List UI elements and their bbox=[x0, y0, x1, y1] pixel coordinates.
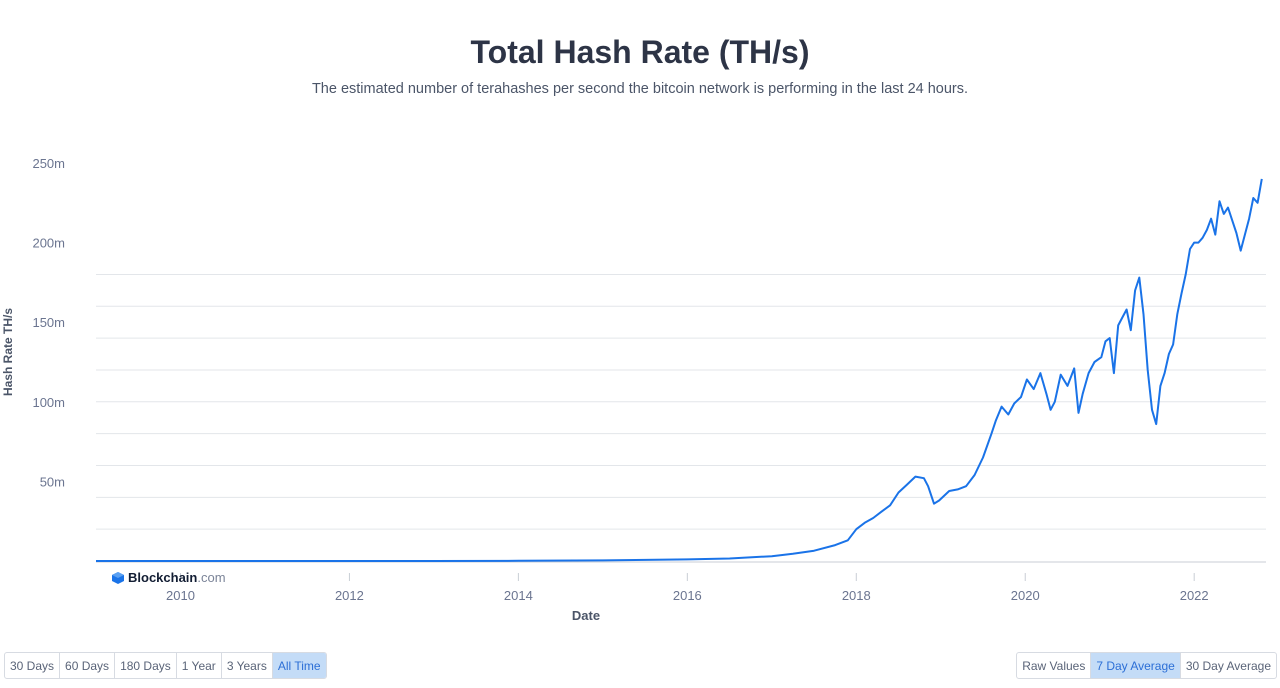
range-1-year-button[interactable]: 1 Year bbox=[177, 653, 222, 678]
x-tick-label: 2014 bbox=[504, 588, 533, 603]
page-subtitle: The estimated number of terahashes per s… bbox=[311, 81, 969, 97]
page-title: Total Hash Rate (TH/s) bbox=[470, 34, 810, 70]
y-axis-label: Hash Rate TH/s bbox=[1, 308, 15, 396]
hash-rate-series-line bbox=[96, 178, 1263, 562]
y-tick-label: 150m bbox=[32, 315, 65, 330]
x-tick-label: 2016 bbox=[673, 588, 702, 603]
y-tick-label: 250m bbox=[32, 156, 65, 171]
x-tick-label: 2010 bbox=[166, 588, 195, 603]
blockchain-logo-icon bbox=[112, 571, 124, 584]
x-tick-label: 2012 bbox=[335, 588, 364, 603]
x-axis-ticks: 2010 2012 2014 2016 2018 2020 2022 bbox=[166, 573, 1209, 603]
average-selector: Raw Values 7 Day Average 30 Day Average bbox=[1016, 652, 1277, 679]
range-all-time-button[interactable]: All Time bbox=[272, 653, 326, 678]
y-tick-label: 200m bbox=[32, 236, 65, 251]
y-axis-ticks: 50m 100m 150m 200m 250m bbox=[32, 156, 65, 489]
range-180-days-button[interactable]: 180 Days bbox=[115, 653, 177, 678]
x-tick-label: 2020 bbox=[1011, 588, 1040, 603]
range-60-days-button[interactable]: 60 Days bbox=[60, 653, 116, 678]
hash-rate-chart: 50m 100m 150m 200m 250m 2010 2012 2014 2016 2018… bbox=[1, 156, 1266, 623]
seven-day-average-button[interactable]: 7 Day Average bbox=[1091, 653, 1181, 678]
time-range-selector: 30 Days 60 Days 180 Days 1 Year 3 Years … bbox=[4, 652, 327, 679]
logo-tld: .com bbox=[197, 570, 226, 585]
y-tick-label: 100m bbox=[32, 395, 65, 410]
thirty-day-average-button[interactable]: 30 Day Average bbox=[1185, 659, 1271, 673]
x-tick-label: 2018 bbox=[842, 588, 871, 603]
blockchain-logo: Blockchain .com bbox=[112, 570, 226, 585]
raw-values-button[interactable]: Raw Values bbox=[1017, 653, 1092, 678]
range-30-days-button[interactable]: 30 Days bbox=[5, 653, 61, 678]
x-tick-label: 2022 bbox=[1180, 588, 1209, 603]
series-line-group bbox=[96, 178, 1263, 562]
grid-lines bbox=[96, 273, 1266, 563]
logo-name: Blockchain bbox=[128, 570, 198, 585]
range-3-years-button[interactable]: 3 Years bbox=[222, 653, 273, 678]
x-axis-label: Date bbox=[572, 608, 600, 623]
y-tick-label: 50m bbox=[40, 474, 65, 489]
